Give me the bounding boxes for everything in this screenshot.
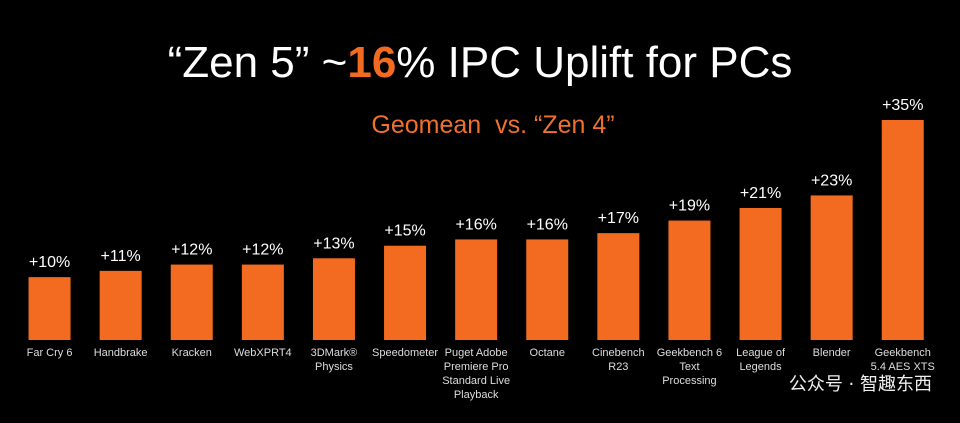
bar <box>810 195 853 340</box>
value-label: +15% <box>384 223 425 240</box>
bar <box>312 258 355 340</box>
x-tick-label: Geekbench 6 Text Processing <box>656 347 723 387</box>
x-tick-label: Geekbench 5.4 AES XTS <box>870 347 935 373</box>
bar <box>597 233 640 340</box>
value-label: +11% <box>101 248 141 265</box>
x-tick-label: Speedometer <box>372 347 439 359</box>
bar <box>384 245 427 340</box>
title-part: % IPC Uplift for PCs <box>396 38 792 87</box>
watermark: 公众号 · 智趣东西 <box>788 374 932 395</box>
x-tick-label: Kracken <box>171 347 212 359</box>
chart-title: “Zen 5” ~16% IPC Uplift for PCs <box>168 38 793 87</box>
x-tick-label: 3DMark® Physics <box>310 347 358 373</box>
value-label: +21% <box>740 185 781 202</box>
bar <box>739 208 782 340</box>
bar <box>455 239 498 340</box>
bar <box>99 270 142 340</box>
chart-subtitle: Geomean vs. “Zen 4” <box>371 111 614 139</box>
bar <box>881 120 924 340</box>
value-label: +12% <box>171 242 212 259</box>
bar <box>170 264 213 340</box>
bar <box>241 264 284 340</box>
x-tick-label: Handbrake <box>93 347 148 359</box>
value-label: +13% <box>313 235 354 252</box>
value-label: +35% <box>882 97 923 114</box>
value-label: +16% <box>455 216 496 233</box>
x-tick-label: Puget Adobe Premiere Pro Standard Live P… <box>442 347 511 401</box>
bar <box>28 277 71 340</box>
x-tick-label: WebXPRT4 <box>234 347 292 359</box>
x-tick-label: Cinebench R23 <box>592 347 645 373</box>
bar <box>526 239 569 340</box>
x-tick-label: Blender <box>812 347 851 359</box>
x-tick-label: Octane <box>529 347 565 359</box>
value-label: +23% <box>811 172 852 189</box>
title-part: 16 <box>347 38 396 87</box>
bar <box>668 220 711 340</box>
value-label: +19% <box>669 198 710 215</box>
value-label: +16% <box>527 216 568 233</box>
x-tick-label: Far Cry 6 <box>26 347 73 359</box>
title-part: “Zen 5” ~ <box>168 38 348 87</box>
value-label: +10% <box>29 254 70 271</box>
x-tick-label: League of Legends <box>736 347 786 373</box>
value-label: +17% <box>598 210 639 227</box>
value-label: +12% <box>242 242 283 259</box>
